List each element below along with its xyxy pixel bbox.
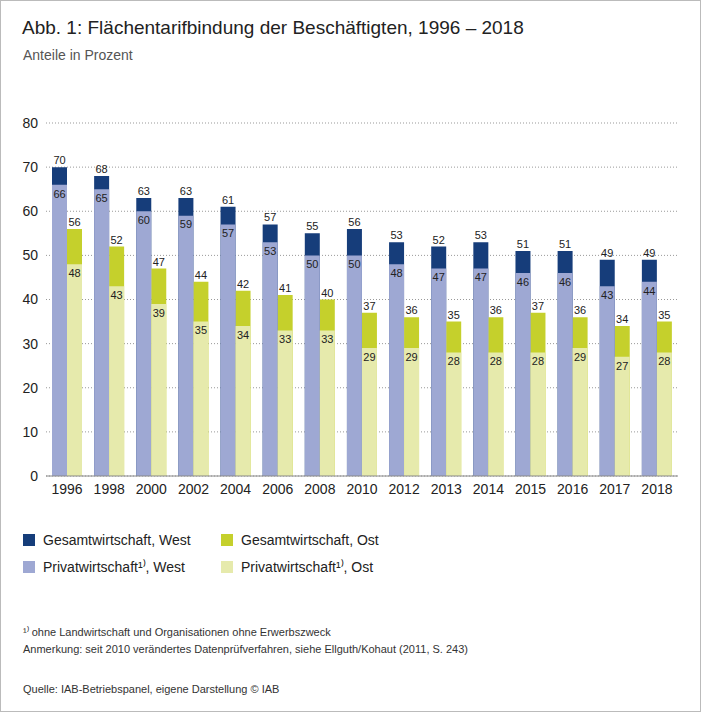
svg-text:52: 52	[433, 234, 445, 246]
svg-text:29: 29	[574, 351, 586, 363]
svg-text:33: 33	[279, 333, 291, 345]
svg-text:29: 29	[363, 351, 375, 363]
svg-text:40: 40	[321, 287, 333, 299]
svg-text:29: 29	[405, 351, 417, 363]
svg-text:44: 44	[195, 269, 207, 281]
svg-text:41: 41	[279, 282, 291, 294]
svg-text:33: 33	[321, 333, 333, 345]
svg-text:35: 35	[658, 309, 670, 321]
svg-text:44: 44	[643, 285, 655, 297]
svg-text:2014: 2014	[473, 481, 504, 497]
svg-text:28: 28	[658, 355, 670, 367]
svg-text:0: 0	[30, 468, 38, 484]
svg-text:47: 47	[475, 271, 487, 283]
svg-text:63: 63	[180, 185, 192, 197]
svg-text:36: 36	[490, 304, 502, 316]
html-text:¹⁾ ohne Landwirtschaft und Org: ¹⁾ ohne Landwirtschaft und Organisatione…	[23, 626, 331, 638]
svg-text:2000: 2000	[136, 481, 167, 497]
svg-text:37: 37	[363, 300, 375, 312]
svg-text:51: 51	[559, 238, 571, 250]
svg-text:2010: 2010	[346, 481, 377, 497]
html-text:Anmerkung: seit 2010 verändert: Anmerkung: seit 2010 verändertes Datenpr…	[23, 643, 468, 655]
svg-text:20: 20	[22, 380, 38, 396]
svg-text:80: 80	[22, 115, 38, 131]
svg-text:49: 49	[643, 247, 655, 259]
svg-text:53: 53	[390, 229, 402, 241]
svg-text:27: 27	[616, 360, 628, 372]
svg-text:10: 10	[22, 424, 38, 440]
svg-text:65: 65	[96, 192, 108, 204]
svg-text:52: 52	[111, 234, 123, 246]
svg-text:50: 50	[22, 247, 38, 263]
svg-text:50: 50	[306, 258, 318, 270]
svg-text:48: 48	[390, 267, 402, 279]
html-text:Privatwirtschaft¹⁾, West: Privatwirtschaft¹⁾, West	[43, 559, 185, 575]
svg-text:35: 35	[448, 309, 460, 321]
svg-text:30: 30	[22, 336, 38, 352]
svg-text:36: 36	[405, 304, 417, 316]
svg-text:57: 57	[264, 211, 276, 223]
svg-text:35: 35	[195, 324, 207, 336]
svg-text:43: 43	[601, 289, 613, 301]
html-text:Quelle: IAB-Betriebspanel, eig: Quelle: IAB-Betriebspanel, eigene Darste…	[23, 683, 280, 695]
svg-text:2017: 2017	[599, 481, 630, 497]
svg-text:50: 50	[348, 258, 360, 270]
svg-text:46: 46	[517, 276, 529, 288]
html-text:Anteile in Prozent: Anteile in Prozent	[23, 47, 133, 63]
svg-text:70: 70	[53, 154, 65, 166]
svg-text:56: 56	[68, 216, 80, 228]
svg-text:34: 34	[237, 329, 249, 341]
svg-text:2018: 2018	[641, 481, 672, 497]
svg-text:56: 56	[348, 216, 360, 228]
svg-text:2013: 2013	[431, 481, 462, 497]
svg-text:47: 47	[153, 256, 165, 268]
svg-text:43: 43	[111, 289, 123, 301]
svg-text:46: 46	[559, 276, 571, 288]
svg-text:28: 28	[490, 355, 502, 367]
svg-text:53: 53	[475, 229, 487, 241]
svg-text:2012: 2012	[389, 481, 420, 497]
svg-text:57: 57	[222, 227, 234, 239]
svg-text:60: 60	[22, 203, 38, 219]
svg-text:59: 59	[180, 218, 192, 230]
svg-text:28: 28	[532, 355, 544, 367]
svg-text:49: 49	[601, 247, 613, 259]
svg-text:40: 40	[22, 291, 38, 307]
svg-text:1996: 1996	[51, 481, 82, 497]
svg-text:47: 47	[433, 271, 445, 283]
svg-text:42: 42	[237, 278, 249, 290]
svg-text:34: 34	[616, 313, 628, 325]
html-text:Privatwirtschaft¹⁾, Ost: Privatwirtschaft¹⁾, Ost	[241, 559, 374, 575]
svg-text:60: 60	[138, 214, 150, 226]
svg-text:48: 48	[68, 267, 80, 279]
svg-text:39: 39	[153, 307, 165, 319]
html-text:Abb. 1: Flächentarifbindung de: Abb. 1: Flächentarifbindung der Beschäft…	[22, 17, 524, 38]
svg-text:68: 68	[96, 163, 108, 175]
svg-text:2004: 2004	[220, 481, 251, 497]
svg-text:55: 55	[306, 220, 318, 232]
svg-text:1998: 1998	[94, 481, 125, 497]
svg-text:2002: 2002	[178, 481, 209, 497]
svg-text:2006: 2006	[262, 481, 293, 497]
svg-text:53: 53	[264, 245, 276, 257]
svg-text:2016: 2016	[557, 481, 588, 497]
svg-text:70: 70	[22, 159, 38, 175]
svg-text:51: 51	[517, 238, 529, 250]
svg-text:36: 36	[574, 304, 586, 316]
svg-text:37: 37	[532, 300, 544, 312]
svg-text:63: 63	[138, 185, 150, 197]
svg-text:2008: 2008	[304, 481, 335, 497]
svg-text:28: 28	[448, 355, 460, 367]
html-text:Gesamtwirtschaft, Ost: Gesamtwirtschaft, Ost	[241, 532, 379, 548]
svg-text:61: 61	[222, 194, 234, 206]
html-text:Gesamtwirtschaft, West: Gesamtwirtschaft, West	[43, 532, 191, 548]
svg-text:66: 66	[53, 188, 65, 200]
svg-text:2015: 2015	[515, 481, 546, 497]
